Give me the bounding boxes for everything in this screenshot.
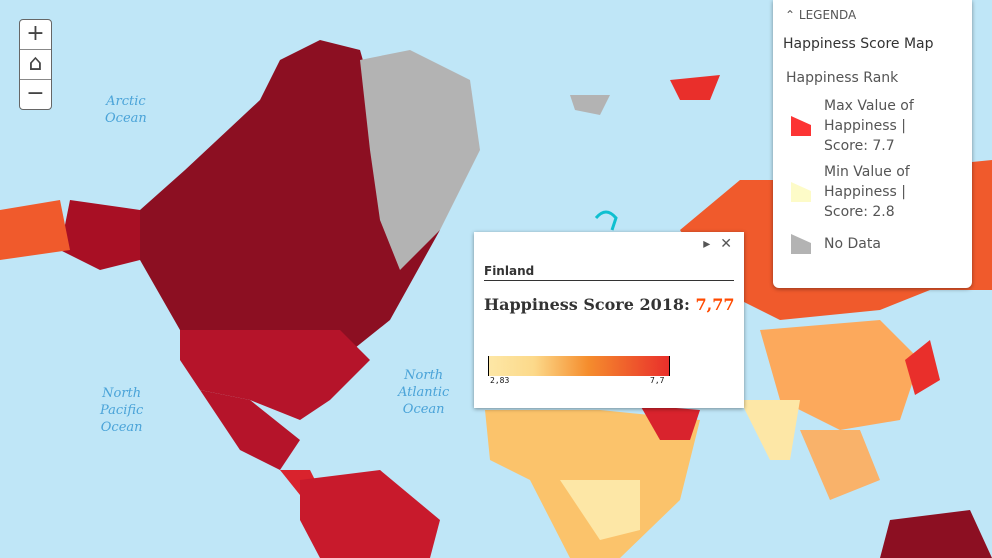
japan (905, 340, 940, 395)
home-button[interactable]: ⌂ (20, 50, 51, 80)
russia-alaska-edge (0, 200, 70, 260)
legend-header[interactable]: ⌃ LEGENDA (785, 8, 857, 22)
legend-item-min: Min Value of Happiness | Score: 2.8 (791, 162, 924, 222)
popup-divider (484, 280, 734, 281)
info-popup: ▸ ✕ Finland Happiness Score 2018: 7,77 2,… (474, 232, 744, 408)
gradient-bar (488, 356, 670, 376)
ocean-label-north-atlantic: North Atlantic Ocean (398, 368, 450, 417)
russian-arctic-islands (670, 75, 720, 100)
legend-item-max: Max Value of Happiness | Score: 7.7 (791, 96, 924, 156)
zoom-out-button[interactable]: − (26, 81, 45, 106)
next-feature-icon[interactable]: ▸ (703, 236, 711, 252)
legend-item-nodata: No Data (791, 234, 924, 254)
swatch-nodata (791, 234, 811, 254)
africa-south (560, 480, 640, 540)
greenland (360, 50, 480, 270)
arabia (640, 405, 700, 440)
china (760, 320, 920, 430)
legend-panel: ⌃ LEGENDA Happiness Score Map Happiness … (773, 0, 972, 288)
legend-map-title: Happiness Score Map (783, 36, 934, 52)
south-america (300, 470, 440, 558)
australia (880, 510, 992, 558)
usa (180, 330, 370, 420)
alaska (60, 200, 140, 270)
ocean-label-arctic: Arctic Ocean (105, 94, 147, 126)
zoom-in-button[interactable]: + (20, 20, 51, 50)
gradient-max-label: 7,7 (650, 376, 665, 385)
gradient-min-label: 2,83 (490, 376, 510, 385)
legend-field: Happiness Rank (786, 70, 899, 86)
score-value: 7,77 (695, 295, 735, 314)
southeast-asia (800, 430, 880, 500)
popup-title: Finland (484, 264, 535, 278)
close-icon[interactable]: ✕ (720, 236, 732, 252)
svalbard (570, 95, 610, 115)
swatch-min (791, 182, 811, 202)
mexico (200, 390, 300, 470)
ocean-label-north-pacific: North Pacific Ocean (100, 386, 144, 435)
chevron-up-icon: ⌃ (785, 8, 796, 22)
zoom-control: + ⌂ − (19, 19, 52, 110)
india (740, 400, 800, 460)
canada (140, 40, 440, 360)
swatch-max (791, 116, 811, 136)
finland-highlight (594, 210, 618, 231)
popup-score: Happiness Score 2018: 7,77 (484, 295, 735, 314)
